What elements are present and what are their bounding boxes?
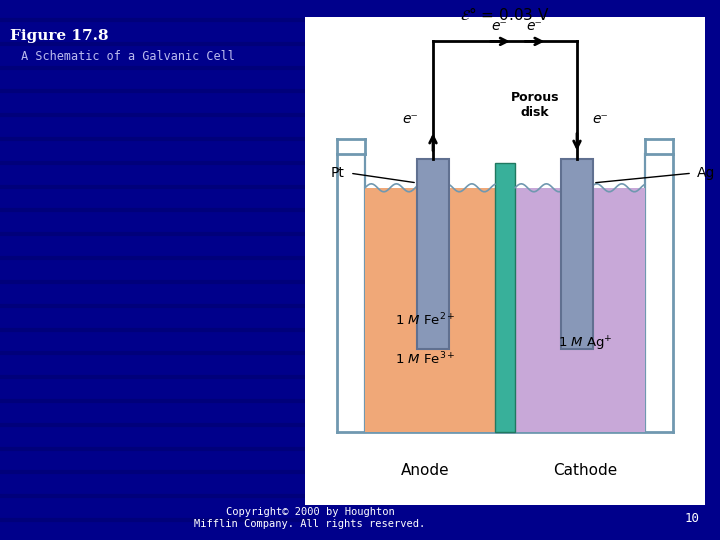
Text: A Schematic of a Galvanic Cell: A Schematic of a Galvanic Cell — [14, 50, 235, 63]
Bar — [305, 17, 705, 505]
Bar — [561, 159, 593, 349]
Text: Cathode: Cathode — [553, 463, 617, 478]
Text: $\mathcal{E}$° = 0.03 V: $\mathcal{E}$° = 0.03 V — [460, 6, 550, 23]
Text: Copyright© 2000 by Houghton
Mifflin Company. All rights reserved.: Copyright© 2000 by Houghton Mifflin Comp… — [194, 507, 426, 529]
Text: Anode: Anode — [401, 463, 449, 478]
Text: e⁻: e⁻ — [592, 112, 608, 125]
Text: 1 $\mathit{M}$ Ag$^{+}$: 1 $\mathit{M}$ Ag$^{+}$ — [558, 335, 612, 353]
Text: 1 $\mathit{M}$ Fe$^{2+}$: 1 $\mathit{M}$ Fe$^{2+}$ — [395, 311, 455, 328]
Text: 1 $\mathit{M}$ Fe$^{3+}$: 1 $\mathit{M}$ Fe$^{3+}$ — [395, 350, 455, 367]
Bar — [365, 188, 499, 432]
Bar — [511, 188, 645, 432]
Text: Porous
disk: Porous disk — [510, 91, 559, 119]
Text: e⁻: e⁻ — [526, 19, 542, 33]
Text: e⁻: e⁻ — [402, 112, 418, 125]
Bar — [417, 159, 449, 349]
Bar — [495, 164, 515, 432]
Text: 10: 10 — [685, 511, 700, 524]
Text: e⁻: e⁻ — [492, 19, 508, 33]
Text: Figure 17.8: Figure 17.8 — [10, 29, 109, 43]
Text: Pt: Pt — [331, 166, 345, 180]
Text: Ag: Ag — [697, 166, 716, 180]
